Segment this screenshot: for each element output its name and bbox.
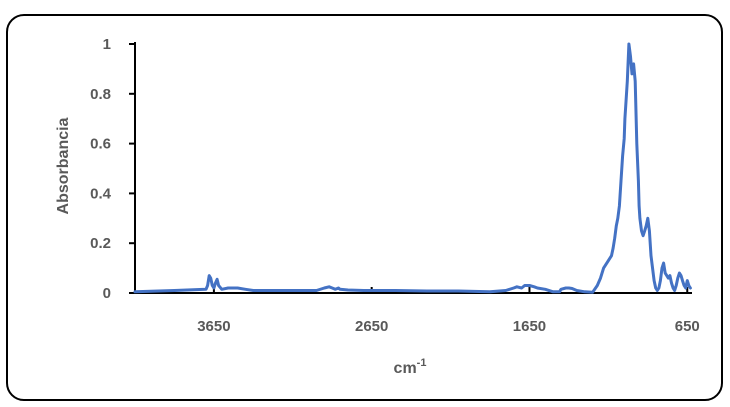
- chart-frame: [6, 14, 723, 401]
- y-tick-label: 0.8: [90, 86, 111, 103]
- y-tick-label: 0.4: [90, 185, 112, 202]
- y-tick-label: 0.2: [90, 235, 111, 252]
- y-tick-label: 1: [103, 36, 111, 53]
- x-tick-label: 1650: [513, 318, 546, 335]
- x-tick-label: 650: [675, 318, 700, 335]
- x-tick-label: 2650: [355, 318, 388, 335]
- y-tick-label: 0.6: [90, 136, 111, 153]
- y-tick-label: 0: [103, 285, 111, 302]
- spectrum-line: [133, 42, 692, 294]
- y-axis-title: Absorbancia: [55, 117, 72, 214]
- x-tick-label: 3650: [197, 318, 230, 335]
- x-axis-title: cm-1: [394, 357, 427, 377]
